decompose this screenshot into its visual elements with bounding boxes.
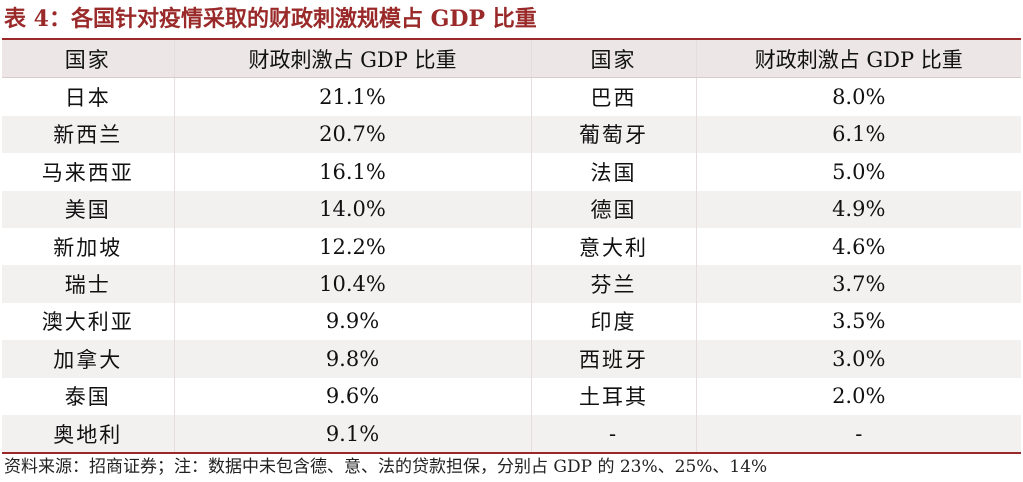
ratio-right-cell: 6.1% bbox=[696, 115, 1021, 154]
ratio-right-cell: 3.0% bbox=[696, 340, 1021, 378]
ratio-left-cell: 16.1% bbox=[174, 153, 532, 191]
country-right-cell: 西班牙 bbox=[531, 340, 697, 378]
header-country-left: 国家 bbox=[2, 40, 175, 79]
country-right-cell: 法国 bbox=[531, 153, 697, 191]
country-right-cell: 意大利 bbox=[531, 227, 697, 266]
table-row: 加拿大 9.8% 西班牙 3.0% bbox=[2, 340, 1021, 378]
country-right-cell: 芬兰 bbox=[531, 265, 697, 303]
header-country-right: 国家 bbox=[531, 40, 697, 79]
source-note: 资料来源：招商证券；注：数据中未包含德、意、法的贷款担保，分别占 GDP 的 2… bbox=[4, 457, 768, 477]
country-left-cell: 澳大利亚 bbox=[2, 302, 175, 341]
ratio-right-cell: 3.5% bbox=[696, 302, 1021, 341]
country-left-cell: 美国 bbox=[2, 190, 175, 228]
table-body: 日本 21.1% 巴西 8.0% 新西兰 20.7% 葡萄牙 6.1% 马来西亚 16.1% 法国 5… bbox=[2, 77, 1021, 453]
table-row: 新加坡 12.2% 意大利 4.6% bbox=[2, 227, 1021, 266]
country-right-cell: - bbox=[531, 414, 697, 453]
country-right-cell: 葡萄牙 bbox=[531, 115, 697, 154]
country-left-cell: 瑞士 bbox=[2, 265, 175, 303]
table-row: 泰国 9.6% 土耳其 2.0% bbox=[2, 377, 1021, 415]
ratio-left-cell: 14.0% bbox=[174, 190, 532, 228]
country-left-cell: 新西兰 bbox=[2, 115, 175, 154]
country-left-cell: 奥地利 bbox=[2, 414, 175, 453]
ratio-left-cell: 9.9% bbox=[174, 302, 532, 341]
ratio-right-cell: 4.9% bbox=[696, 190, 1021, 228]
table-row: 瑞士 10.4% 芬兰 3.7% bbox=[2, 265, 1021, 303]
ratio-right-cell: 8.0% bbox=[696, 77, 1021, 116]
header-ratio-right: 财政刺激占 GDP 比重 bbox=[696, 40, 1021, 79]
ratio-right-cell: 2.0% bbox=[696, 377, 1021, 415]
bottom-divider bbox=[2, 452, 1021, 454]
ratio-right-cell: 4.6% bbox=[696, 227, 1021, 266]
ratio-right-cell: 3.7% bbox=[696, 265, 1021, 303]
fiscal-stimulus-table: 国家 财政刺激占 GDP 比重 国家 财政刺激占 GDP 比重 日本 21.1% 巴… bbox=[2, 40, 1021, 453]
country-left-cell: 加拿大 bbox=[2, 340, 175, 378]
table-row: 奥地利 9.1% - - bbox=[2, 414, 1021, 453]
ratio-left-cell: 20.7% bbox=[174, 115, 532, 154]
title-divider bbox=[2, 38, 1021, 40]
country-left-cell: 日本 bbox=[2, 77, 175, 116]
country-right-cell: 印度 bbox=[531, 302, 697, 341]
country-right-cell: 巴西 bbox=[531, 77, 697, 116]
ratio-right-cell: 5.0% bbox=[696, 153, 1021, 191]
header-row: 国家 财政刺激占 GDP 比重 国家 财政刺激占 GDP 比重 bbox=[2, 40, 1021, 79]
country-left-cell: 泰国 bbox=[2, 377, 175, 415]
country-left-cell: 马来西亚 bbox=[2, 153, 175, 191]
table-row: 澳大利亚 9.9% 印度 3.5% bbox=[2, 302, 1021, 341]
table-title: 表 4：各国针对疫情采取的财政刺激规模占 GDP 比重 bbox=[4, 6, 537, 32]
table-row: 日本 21.1% 巴西 8.0% bbox=[2, 77, 1021, 116]
ratio-left-cell: 12.2% bbox=[174, 227, 532, 266]
ratio-left-cell: 10.4% bbox=[174, 265, 532, 303]
country-left-cell: 新加坡 bbox=[2, 227, 175, 266]
ratio-left-cell: 9.8% bbox=[174, 340, 532, 378]
ratio-right-cell: - bbox=[696, 414, 1021, 453]
ratio-left-cell: 21.1% bbox=[174, 77, 532, 116]
ratio-left-cell: 9.1% bbox=[174, 414, 532, 453]
table-row: 新西兰 20.7% 葡萄牙 6.1% bbox=[2, 115, 1021, 154]
table-row: 马来西亚 16.1% 法国 5.0% bbox=[2, 153, 1021, 191]
country-right-cell: 德国 bbox=[531, 190, 697, 228]
country-right-cell: 土耳其 bbox=[531, 377, 697, 415]
ratio-left-cell: 9.6% bbox=[174, 377, 532, 415]
header-ratio-left: 财政刺激占 GDP 比重 bbox=[174, 40, 532, 79]
table-row: 美国 14.0% 德国 4.9% bbox=[2, 190, 1021, 228]
